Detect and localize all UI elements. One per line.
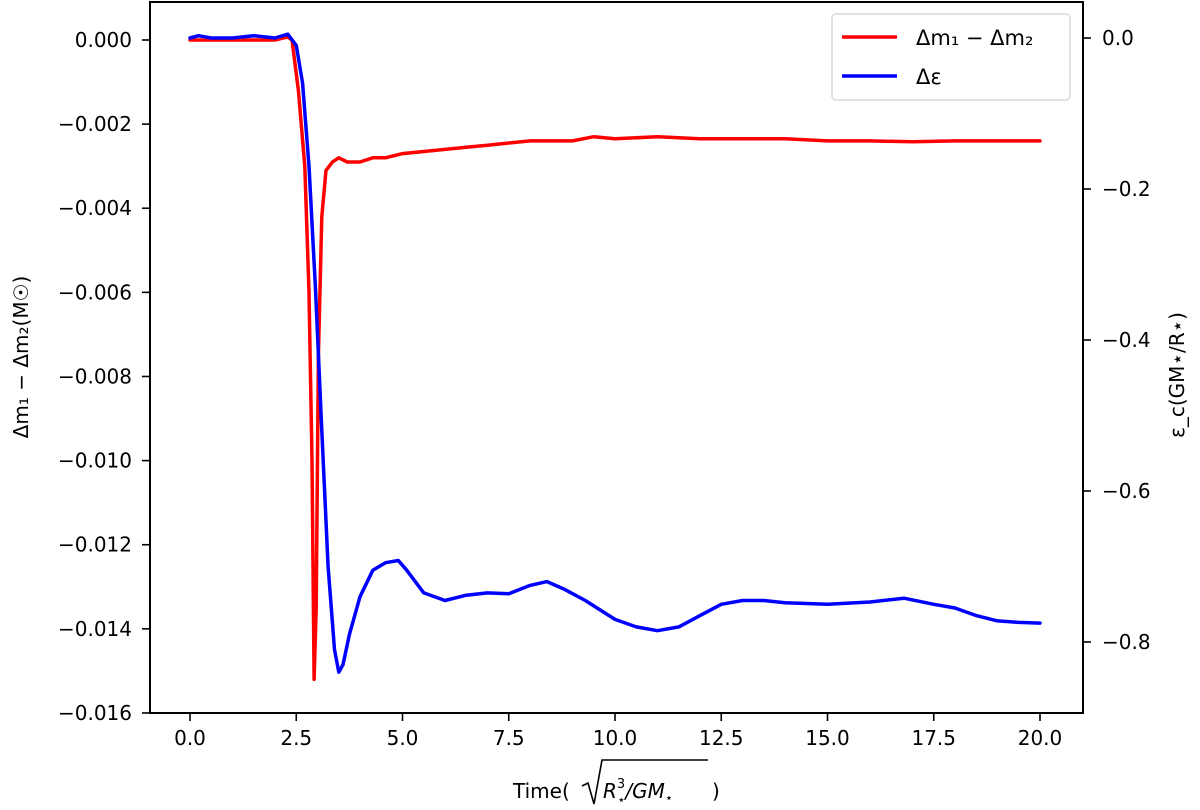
x-tick-label: 0.0 [174,726,206,750]
y-right-tick-label: −0.4 [1102,328,1151,352]
x-axis-label-radicand: R3 ⋆/GM⋆ [603,777,673,808]
x-tick-label: 7.5 [493,726,525,750]
y-right-tick-label: 0.0 [1102,26,1134,50]
x-tick-label: 20.0 [1018,726,1063,750]
plot-frame [149,1,1084,714]
x-tick-label: 15.0 [805,726,850,750]
sqrt-radical-icon [581,759,708,805]
x-axis-label: Time( R3 ⋆/GM⋆ ) [512,759,720,808]
x-axis-label-prefix: Time( [512,779,570,803]
y-right-tick-label: −0.6 [1102,479,1151,503]
y-right-tick-label: −0.2 [1102,177,1151,201]
y-right-tick-label: −0.8 [1102,630,1151,654]
y-left-tick-label: −0.004 [58,196,132,220]
series-line-mass-difference [188,35,1042,682]
y-left-tick-label: −0.006 [58,280,132,304]
y-left-tick-label: −0.016 [58,701,132,725]
y-axis-right-label: ε_c(GM⋆/R⋆) [1165,312,1189,438]
x-tick-label: 2.5 [280,726,312,750]
plot-lines [188,32,1042,682]
x-tick-label: 12.5 [699,726,744,750]
legend-label-mass-difference: Δm₁ − Δm₂ [916,26,1033,50]
series-line-energy-difference [188,32,1042,674]
y-left-tick-label: −0.014 [58,617,132,641]
y-left-tick-label: −0.002 [58,112,132,136]
y-left-tick-label: −0.012 [58,533,132,557]
y-left-tick-label: 0.000 [75,28,132,52]
x-tick-label: 17.5 [911,726,956,750]
y-left-tick-label: −0.008 [58,364,132,388]
x-tick-label: 10.0 [593,726,638,750]
y-left-tick-label: −0.010 [58,449,132,473]
y-axis-left: 0.000 −0.002 −0.004 −0.006 −0.008 −0.010 −0.01… [58,28,150,725]
legend-label-energy-difference: Δε [916,65,942,89]
x-axis: 0.0 2.5 5.0 7.5 10.0 12.5 15.0 17.5 20.0 [174,713,1062,750]
legend: Δm₁ − Δm₂ Δε [831,13,1071,101]
y-axis-right: 0.0 −0.2 −0.4 −0.6 −0.8 [1083,26,1151,654]
x-axis-label-suffix: ) [712,779,720,803]
y-axis-left-label: Δm₁ − Δm₂(M☉) [9,276,33,439]
x-tick-label: 5.0 [387,726,419,750]
